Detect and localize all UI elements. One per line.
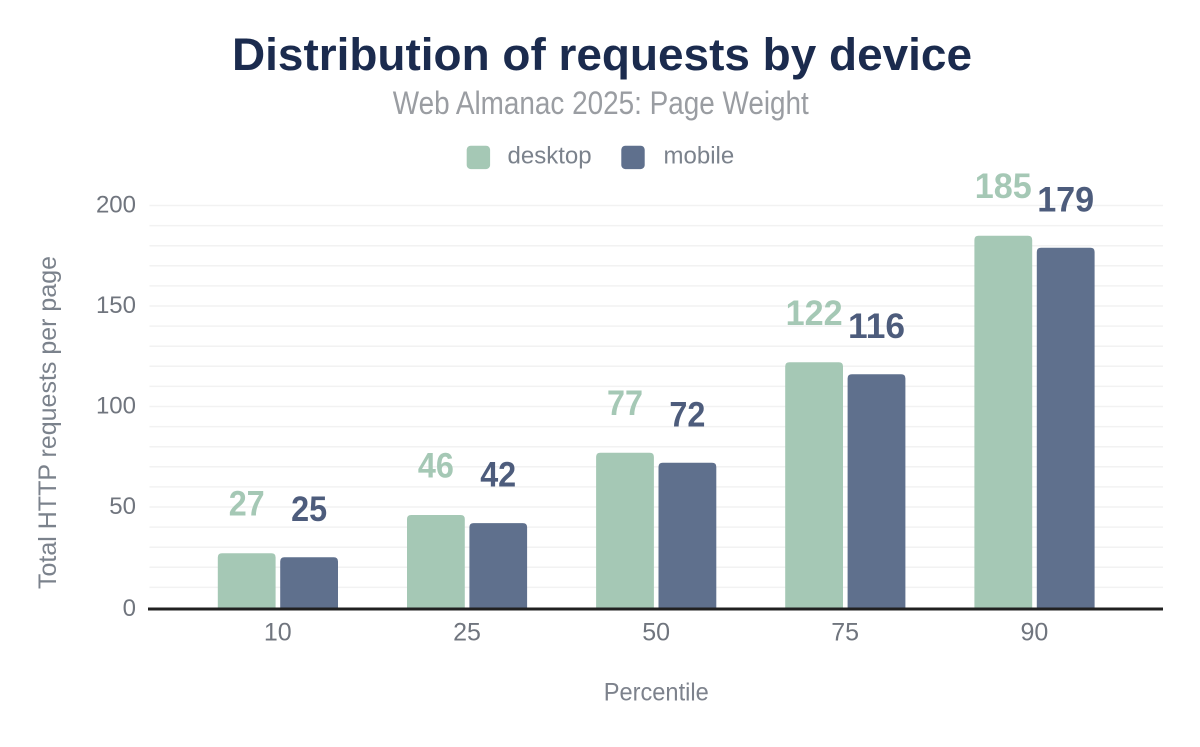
svg-text:200: 200 bbox=[96, 192, 136, 219]
svg-text:179: 179 bbox=[1037, 180, 1094, 219]
svg-text:75: 75 bbox=[831, 619, 859, 647]
svg-text:10: 10 bbox=[264, 619, 292, 647]
svg-text:desktop: desktop bbox=[508, 142, 592, 169]
svg-text:185: 185 bbox=[975, 167, 1032, 206]
svg-text:46: 46 bbox=[418, 447, 454, 486]
svg-text:100: 100 bbox=[96, 393, 136, 420]
svg-text:72: 72 bbox=[669, 395, 705, 434]
svg-text:50: 50 bbox=[642, 619, 670, 647]
svg-text:Percentile: Percentile bbox=[604, 678, 709, 706]
svg-text:0: 0 bbox=[123, 595, 136, 622]
svg-text:Web Almanac 2025: Page Weight: Web Almanac 2025: Page Weight bbox=[393, 85, 809, 121]
svg-text:25: 25 bbox=[453, 619, 481, 647]
svg-text:Total HTTP requests per page: Total HTTP requests per page bbox=[34, 256, 62, 589]
svg-text:42: 42 bbox=[480, 456, 516, 495]
svg-text:25: 25 bbox=[291, 490, 327, 529]
svg-text:116: 116 bbox=[848, 307, 905, 346]
svg-text:122: 122 bbox=[786, 294, 843, 333]
svg-text:50: 50 bbox=[109, 493, 136, 520]
svg-text:27: 27 bbox=[229, 485, 265, 524]
svg-text:90: 90 bbox=[1020, 619, 1048, 647]
svg-text:150: 150 bbox=[96, 292, 136, 319]
svg-text:77: 77 bbox=[607, 384, 643, 423]
svg-text:mobile: mobile bbox=[664, 142, 735, 169]
svg-text:Distribution of requests by de: Distribution of requests by device bbox=[232, 29, 972, 80]
